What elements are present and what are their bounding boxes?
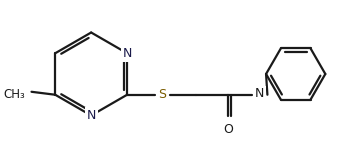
Text: S: S (158, 88, 166, 101)
Text: CH₃: CH₃ (4, 88, 25, 101)
Text: H: H (256, 91, 263, 101)
Text: N: N (255, 87, 264, 100)
Text: N: N (122, 47, 132, 60)
Text: N: N (86, 109, 96, 122)
Text: O: O (223, 123, 233, 136)
